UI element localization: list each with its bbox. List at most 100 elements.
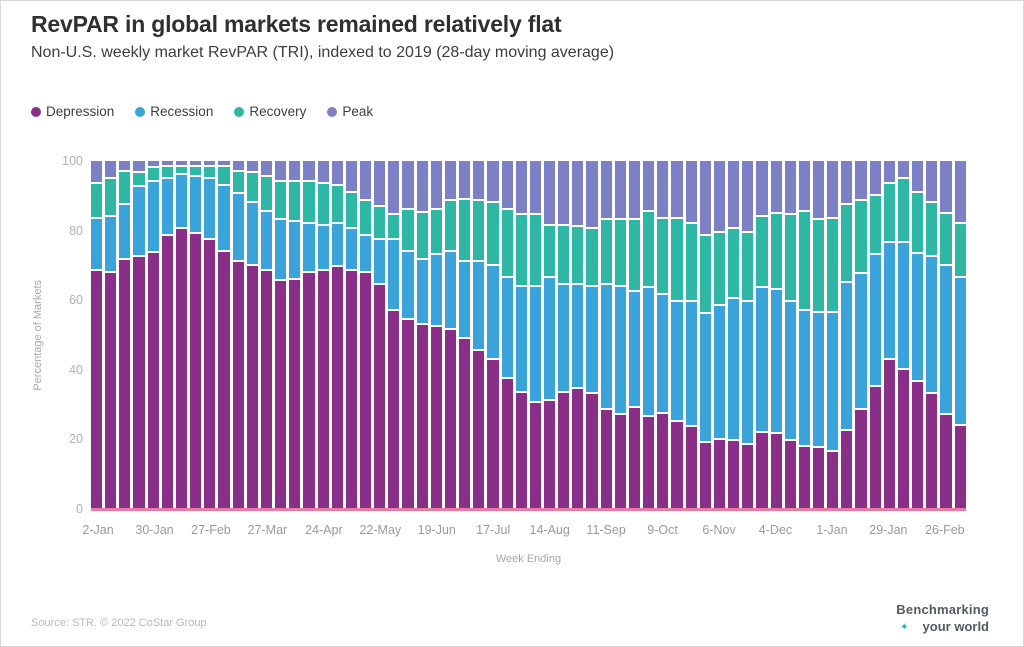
bar-segment-recovery xyxy=(742,230,754,301)
bar-segment-recession xyxy=(855,272,867,409)
bar-segment-peak xyxy=(317,161,329,182)
bar-1-Jan xyxy=(827,161,839,509)
bar-10-Jul xyxy=(473,161,485,509)
legend-item-peak: Peak xyxy=(327,104,373,119)
source-note: Source: STR. © 2022 CoStar Group xyxy=(31,617,207,629)
bar-segment-peak xyxy=(940,161,952,212)
bar-segment-depression xyxy=(869,385,881,509)
bar-26-Feb xyxy=(940,161,952,509)
bar-segment-peak xyxy=(784,161,796,214)
bar-segment-depression xyxy=(430,324,442,509)
bar-segment-depression xyxy=(416,322,428,509)
bar-segment-peak xyxy=(430,161,442,208)
bar-segment-depression xyxy=(218,249,230,509)
bar-segment-recovery xyxy=(501,208,513,276)
bar-25-Dec xyxy=(812,161,825,509)
bar-segment-depression xyxy=(728,439,740,509)
bar-5-Feb xyxy=(897,161,910,509)
bar-30-Oct xyxy=(699,161,711,509)
bar-segment-peak xyxy=(572,161,584,226)
bar-15-May xyxy=(359,161,372,509)
bar-segment-depression xyxy=(388,308,400,509)
bar-22-May xyxy=(374,161,386,509)
bar-segment-depression xyxy=(317,268,329,509)
bar-20-Mar xyxy=(246,161,258,509)
bar-segment-recovery xyxy=(529,213,541,285)
bar-segment-recovery xyxy=(317,181,329,224)
bar-segment-recovery xyxy=(275,180,287,219)
bar-9-Oct xyxy=(657,161,669,509)
bar-segment-recession xyxy=(529,284,541,402)
bar-segment-recovery xyxy=(926,201,938,255)
bar-segment-recession xyxy=(728,296,740,440)
bar-segment-recovery xyxy=(713,230,726,304)
bar-segment-depression xyxy=(459,336,471,509)
bar-segment-depression xyxy=(91,268,103,509)
bar-4-Dec xyxy=(770,161,782,509)
bar-segment-recession xyxy=(699,312,711,442)
x-tick-label: 22-May xyxy=(359,523,402,537)
bar-segment-peak xyxy=(416,161,428,212)
y-tick-label: 40 xyxy=(69,362,83,377)
bar-segment-peak xyxy=(175,161,188,165)
bar-segment-depression xyxy=(699,441,711,509)
bar-segment-depression xyxy=(628,406,641,509)
bar-segment-depression xyxy=(657,411,669,509)
bar-segment-recovery xyxy=(303,180,315,222)
bar-segment-recovery xyxy=(430,208,442,254)
bar-segment-recovery xyxy=(869,194,881,254)
bar-segment-depression xyxy=(784,439,796,509)
bar-segment-recession xyxy=(374,237,386,283)
bar-segment-recovery xyxy=(586,227,598,285)
bar-segment-recovery xyxy=(374,204,386,238)
legend-dot-icon xyxy=(234,106,245,117)
bar-30-Jan xyxy=(147,161,159,509)
bar-segment-peak xyxy=(657,161,669,217)
bar-segment-recession xyxy=(628,289,641,407)
bar-segment-depression xyxy=(487,357,499,509)
x-tick-label: 27-Feb xyxy=(191,523,231,537)
bar-segment-recovery xyxy=(487,201,499,264)
bar-8-Jan xyxy=(841,161,853,509)
bar-6-Nov xyxy=(713,161,726,509)
legend-dot-icon xyxy=(327,106,338,117)
legend-item-recovery: Recovery xyxy=(234,104,306,119)
bar-segment-recovery xyxy=(119,169,131,203)
bar-13-Nov xyxy=(728,161,740,509)
bar-segment-recovery xyxy=(402,208,414,250)
bar-segment-depression xyxy=(558,390,570,509)
bar-segment-peak xyxy=(402,161,414,208)
bar-segment-peak xyxy=(869,161,881,195)
bar-segment-recovery xyxy=(940,211,952,264)
bar-segment-depression xyxy=(260,268,273,509)
bar-21-Aug xyxy=(558,161,570,509)
bar-segment-recovery xyxy=(175,164,188,174)
bar-segment-recession xyxy=(671,300,683,421)
bar-segment-depression xyxy=(515,390,527,509)
bar-12-Jun xyxy=(416,161,428,509)
bar-segment-depression xyxy=(501,376,513,509)
bar-11-Sep xyxy=(600,161,612,509)
bar-segment-recovery xyxy=(105,176,117,215)
bar-segment-recovery xyxy=(643,209,655,287)
bar-segment-peak xyxy=(954,161,966,222)
bar-segment-recovery xyxy=(558,223,570,283)
bar-segment-recession xyxy=(940,263,952,414)
legend-item-depression: Depression xyxy=(31,104,114,119)
bar-segment-recovery xyxy=(770,211,782,289)
y-axis-ticks: 0 20 40 60 80 100 xyxy=(47,154,83,516)
bar-segment-peak xyxy=(926,161,938,202)
bar-segment-recovery xyxy=(515,213,527,285)
bar-segment-recovery xyxy=(614,218,626,285)
bar-segment-depression xyxy=(147,251,159,509)
bar-3-Apr xyxy=(275,161,287,509)
bar-segment-recession xyxy=(444,249,457,329)
bar-19-Feb xyxy=(926,161,938,509)
bar-segment-peak xyxy=(91,161,103,182)
bar-segment-depression xyxy=(572,387,584,509)
bar-segment-recovery xyxy=(218,164,230,184)
bar-segment-recovery xyxy=(685,221,697,301)
bar-segment-peak xyxy=(473,161,485,200)
bar-segment-peak xyxy=(345,161,357,191)
bar-segment-depression xyxy=(812,446,825,509)
